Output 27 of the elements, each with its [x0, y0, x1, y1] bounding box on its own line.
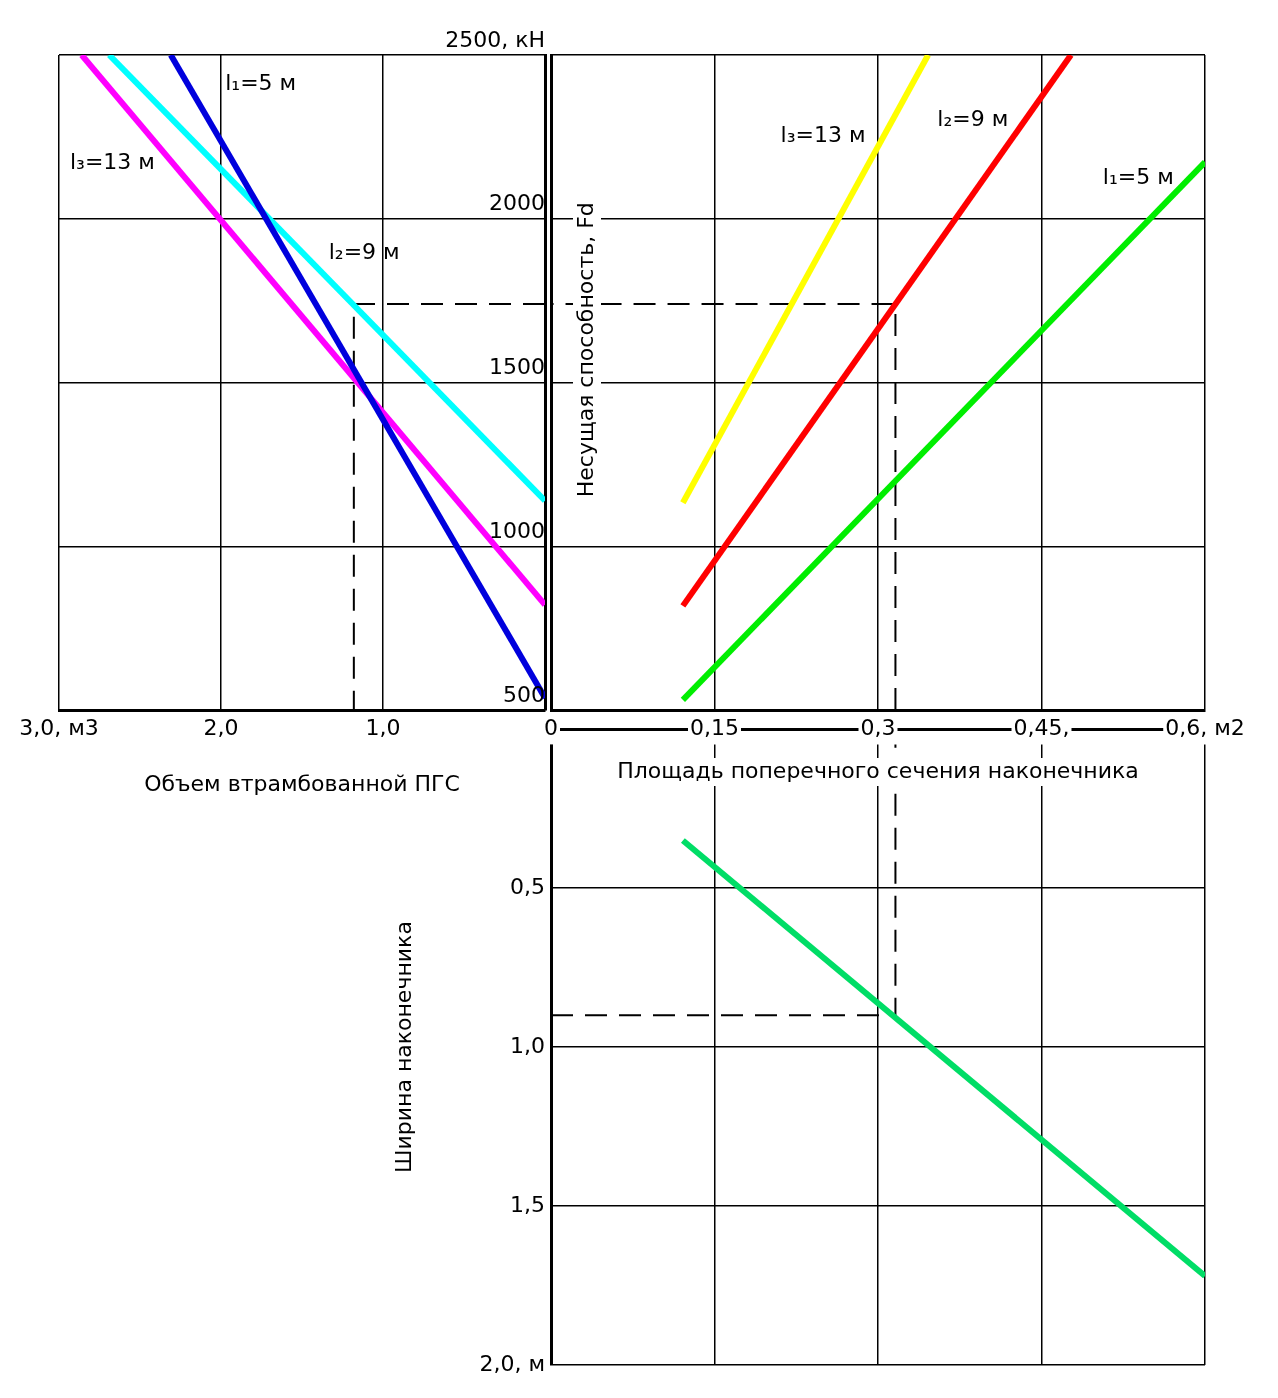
annotation: l₃=13 м	[780, 121, 866, 147]
annotation: l₃=13 м	[69, 148, 155, 174]
x-tick-label: 0,3	[860, 714, 896, 740]
y-tick-label: 1000	[489, 517, 545, 543]
annotation: l₂=9 м	[937, 106, 1009, 132]
y-axis-title: Ширина наконечника	[390, 921, 416, 1174]
y-tick-label: 1,0	[510, 1032, 545, 1058]
y-tick-label: 1,5	[510, 1191, 545, 1217]
x-tick-label: 0,15	[690, 714, 739, 740]
x-tick-label: 2,0	[203, 714, 239, 740]
annotation: l₁=5 м	[1102, 163, 1174, 189]
y-axis-title: Несущая способность, Fd	[572, 202, 598, 498]
x-tick-label: 1,0	[365, 714, 401, 740]
annotation: l₁=5 м	[225, 70, 297, 96]
y-tick-label: 0,5	[510, 873, 545, 899]
x-axis-title: Объем втрамбованной ПГС	[144, 770, 460, 796]
x-tick-label: 3,0, м3	[19, 714, 99, 740]
x-tick-label: 0,6, м2	[1165, 714, 1245, 740]
y-tick-label: 1500	[489, 354, 545, 380]
x-tick-label: 0	[544, 714, 558, 740]
y-tick-label: 2000	[489, 190, 545, 216]
y-tick-label: 2500, кН	[445, 26, 545, 52]
x-tick-label: 0,45,	[1013, 714, 1070, 740]
y-tick-label: 500	[503, 681, 545, 707]
y-tick-label: 2,0, м	[479, 1350, 545, 1376]
annotation: l₂=9 м	[328, 238, 400, 264]
x-axis-title: Площадь поперечного сечения наконечника	[617, 757, 1139, 783]
